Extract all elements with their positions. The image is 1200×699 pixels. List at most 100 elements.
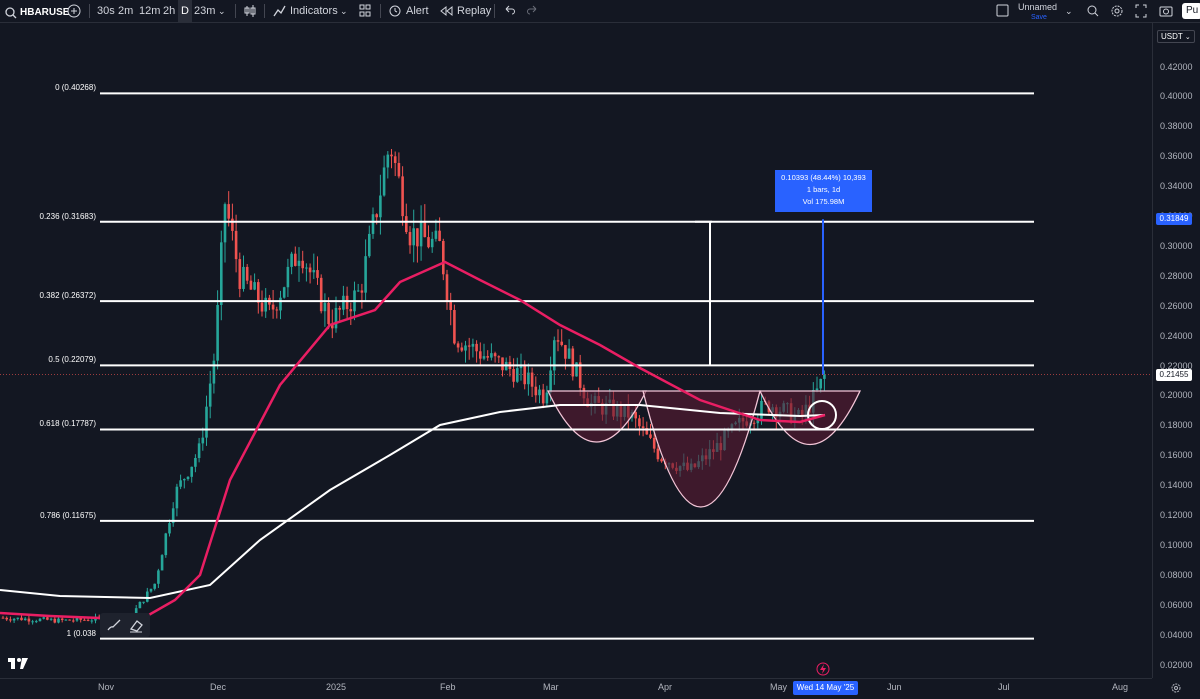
candle-body — [260, 302, 264, 312]
camera-icon[interactable] — [1158, 0, 1174, 22]
fullscreen-box-icon[interactable] — [996, 0, 1010, 22]
interval-12m[interactable]: 12m — [139, 5, 161, 17]
candle-body — [308, 267, 312, 273]
candle-body — [53, 618, 57, 623]
candle-body — [656, 448, 660, 460]
candle-body — [134, 608, 138, 617]
candle-body — [371, 214, 375, 234]
candle-body — [645, 428, 649, 435]
candle-body — [482, 356, 486, 359]
divider — [89, 4, 90, 18]
candle-body — [475, 343, 478, 352]
candle-body — [423, 221, 427, 238]
price-tick: 0.36000 — [1160, 151, 1193, 162]
candle-body — [364, 256, 367, 293]
candle-body — [275, 309, 279, 311]
candle-body — [305, 267, 308, 269]
eraser-icon[interactable] — [128, 617, 144, 638]
candle-body — [186, 476, 190, 480]
price-chart[interactable] — [0, 23, 1152, 678]
settings-icon[interactable] — [1110, 0, 1124, 22]
symbol-search[interactable]: HBARUSE — [2, 2, 69, 20]
candle-body — [286, 266, 290, 288]
templates-icon[interactable] — [358, 0, 372, 22]
time-tick: Dec — [210, 682, 227, 692]
candle-body — [301, 260, 304, 269]
interval-2h[interactable]: 2h — [163, 5, 176, 17]
gear-icon[interactable] — [1170, 681, 1182, 699]
cup-pattern-drawings — [546, 390, 862, 508]
publish-button[interactable]: Pu — [1182, 3, 1200, 19]
candle-body — [20, 617, 23, 621]
price-tick: 0.40000 — [1160, 91, 1193, 102]
candle-body — [16, 617, 20, 619]
fib-label: 0.5 (0.22079) — [48, 355, 96, 365]
indicators-icon[interactable] — [272, 0, 286, 22]
replay-icon[interactable] — [439, 0, 453, 22]
candle-body — [153, 583, 156, 589]
candle-body — [493, 353, 497, 357]
candle-body — [382, 167, 386, 196]
layout-name[interactable]: Unnamed — [1018, 2, 1058, 12]
top-toolbar: HBARUSE 30s 2m 12m 2h D 23m ⌄ Indicators… — [0, 0, 1200, 23]
candle-body — [1, 617, 5, 619]
candle-body — [90, 620, 94, 622]
candle-body — [342, 295, 345, 310]
time-tick: Mar — [543, 682, 559, 692]
candle-body — [490, 353, 493, 358]
candle-body — [393, 156, 397, 163]
candle-body — [578, 362, 582, 388]
candle-body — [419, 221, 423, 247]
interval-d[interactable]: D — [178, 0, 192, 22]
layout-save-status[interactable]: Save — [1031, 14, 1047, 21]
candle-body — [197, 443, 201, 458]
candle-body — [338, 307, 341, 310]
measure-bars: 1 bars, 1d — [806, 185, 841, 194]
currency-selector[interactable]: USDT ⌄ — [1157, 30, 1195, 43]
price-tick: 0.16000 — [1160, 450, 1193, 461]
indicators-button[interactable]: Indicators — [290, 5, 338, 17]
undo-icon[interactable] — [503, 0, 515, 22]
candle-body — [160, 555, 164, 571]
replay-button[interactable]: Replay — [457, 5, 492, 17]
interval-2m[interactable]: 2m — [118, 5, 134, 17]
candle-body — [453, 310, 456, 344]
candle-body — [208, 383, 212, 407]
candle-body — [312, 270, 316, 273]
candle-body — [652, 437, 656, 449]
candle-body — [427, 237, 430, 248]
price-tick: 0.08000 — [1160, 569, 1193, 580]
candle-body — [60, 618, 64, 621]
plus-circle-icon[interactable] — [66, 0, 82, 22]
alert-button[interactable]: Alert — [406, 5, 429, 17]
candle-body — [530, 372, 534, 387]
lightning-icon[interactable] — [816, 662, 830, 681]
chevron-down-icon[interactable]: ⌄ — [340, 6, 348, 16]
candle-body — [171, 508, 175, 524]
price-scale[interactable]: USDT ⌄ 0.42000 0.40000 0.38000 0.36000 0.340… — [1152, 23, 1200, 678]
search-icon[interactable] — [1086, 0, 1100, 22]
chevron-down-icon[interactable]: ⌄ — [1065, 6, 1073, 16]
candle-body — [175, 486, 179, 509]
fullscreen-icon[interactable] — [1134, 0, 1148, 22]
interval-23m[interactable]: 23m — [194, 5, 216, 17]
fib-label: 0.618 (0.17787) — [39, 419, 97, 429]
candle-body — [72, 620, 75, 622]
candle-body — [349, 309, 353, 312]
alert-icon[interactable] — [388, 0, 402, 22]
candle-body — [345, 295, 349, 310]
time-scale[interactable]: Nov Dec 2025 Feb Mar Apr May Jun Jul Aug — [0, 678, 1152, 696]
candles-icon[interactable] — [243, 0, 257, 22]
chevron-down-icon[interactable]: ⌄ — [218, 6, 226, 16]
brush-icon[interactable] — [106, 617, 122, 638]
candle-body — [549, 370, 552, 393]
interval-30s[interactable]: 30s — [97, 5, 115, 17]
candle-body — [279, 297, 282, 311]
redo-icon[interactable] — [527, 0, 539, 22]
price-label-last: 0.21455 — [1156, 368, 1192, 381]
price-tick: 0.28000 — [1160, 270, 1193, 281]
candle-body — [401, 176, 404, 217]
price-tick: 0.14000 — [1160, 480, 1193, 491]
candle-body — [179, 480, 182, 487]
measure-annotations — [0, 219, 1152, 375]
